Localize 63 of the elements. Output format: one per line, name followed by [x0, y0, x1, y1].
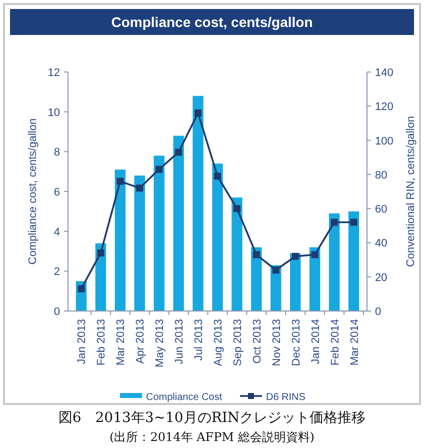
- point: [136, 184, 144, 192]
- point: [233, 205, 240, 212]
- bar: [154, 156, 164, 311]
- bar: [192, 96, 204, 311]
- point: [272, 266, 280, 274]
- x-tick-label: May 2013: [154, 319, 166, 368]
- point: [116, 178, 124, 185]
- x-tick-label: Jul 2013: [193, 319, 206, 361]
- caption: 図6 2013年3~10月のRINクレジット価格推移: [58, 410, 366, 426]
- y-tick-label: 0: [54, 306, 60, 318]
- x-tick-label: Mar 2013: [115, 319, 128, 366]
- point: [292, 252, 299, 260]
- y2-tick-label: 20: [375, 272, 388, 284]
- y2-tick-label: 120: [375, 101, 394, 114]
- x-tick-label: Feb 2014: [329, 319, 342, 366]
- y2-tick-label: 0: [375, 306, 382, 318]
- bar: [95, 243, 106, 311]
- x-tick-label: Mar 2014: [348, 319, 361, 366]
- x-tick-label: Jan 2013: [76, 319, 88, 364]
- x-tick-label: Jan 2014: [310, 319, 322, 364]
- legend-label: Compliance Cost: [146, 392, 222, 403]
- x-tick-label: Sep 2013: [232, 319, 244, 366]
- point: [252, 251, 260, 258]
- y-axis-title: Compliance cost, cents/gallon: [27, 118, 39, 265]
- point: [311, 251, 318, 258]
- y2-tick-label: 80: [375, 169, 388, 182]
- point: [97, 249, 104, 256]
- x-tick-label: Nov 2013: [270, 319, 283, 366]
- point: [194, 109, 202, 116]
- text: (出所：2014年 AFPM 総会説明資料): [110, 430, 314, 444]
- point: [156, 166, 163, 173]
- legend-label: D6 RINS: [266, 392, 306, 403]
- chart-title: Compliance cost, cents/gallon: [111, 14, 313, 30]
- y-tick-label: 2: [54, 266, 60, 278]
- y2-axis-title: Conventional RIN, cents/gallon: [405, 116, 417, 268]
- y-tick-label: 4: [54, 226, 60, 238]
- bar: [114, 170, 126, 311]
- y2-tick-label: 100: [375, 135, 394, 148]
- bar: [328, 213, 340, 311]
- bar: [173, 136, 184, 311]
- x-tick-label: Oct 2013: [251, 319, 264, 364]
- point: [214, 172, 221, 180]
- x-tick-label: Aug 2013: [212, 319, 224, 366]
- x-tick-label: Dec 2013: [290, 319, 302, 366]
- x-tick-label: Apr 2013: [134, 319, 147, 364]
- y2-tick-label: 40: [375, 238, 388, 250]
- y2-tick-label: 140: [375, 67, 394, 79]
- point: [175, 148, 182, 156]
- y2-tick-label: 60: [375, 204, 388, 216]
- bar: [348, 211, 360, 311]
- y-tick-label: 8: [54, 146, 60, 159]
- y-tick-label: 10: [48, 106, 60, 119]
- x-tick-label: Feb 2013: [96, 319, 108, 366]
- bar: [251, 247, 262, 311]
- point: [330, 218, 338, 226]
- y-tick-label: 12: [48, 67, 60, 79]
- bar: [232, 197, 242, 311]
- x-tick-label: Jun 2013: [174, 319, 186, 364]
- bar: [134, 176, 145, 311]
- bar: [212, 164, 223, 311]
- point: [78, 285, 85, 292]
- y-tick-label: 6: [54, 186, 60, 198]
- point: [350, 218, 358, 226]
